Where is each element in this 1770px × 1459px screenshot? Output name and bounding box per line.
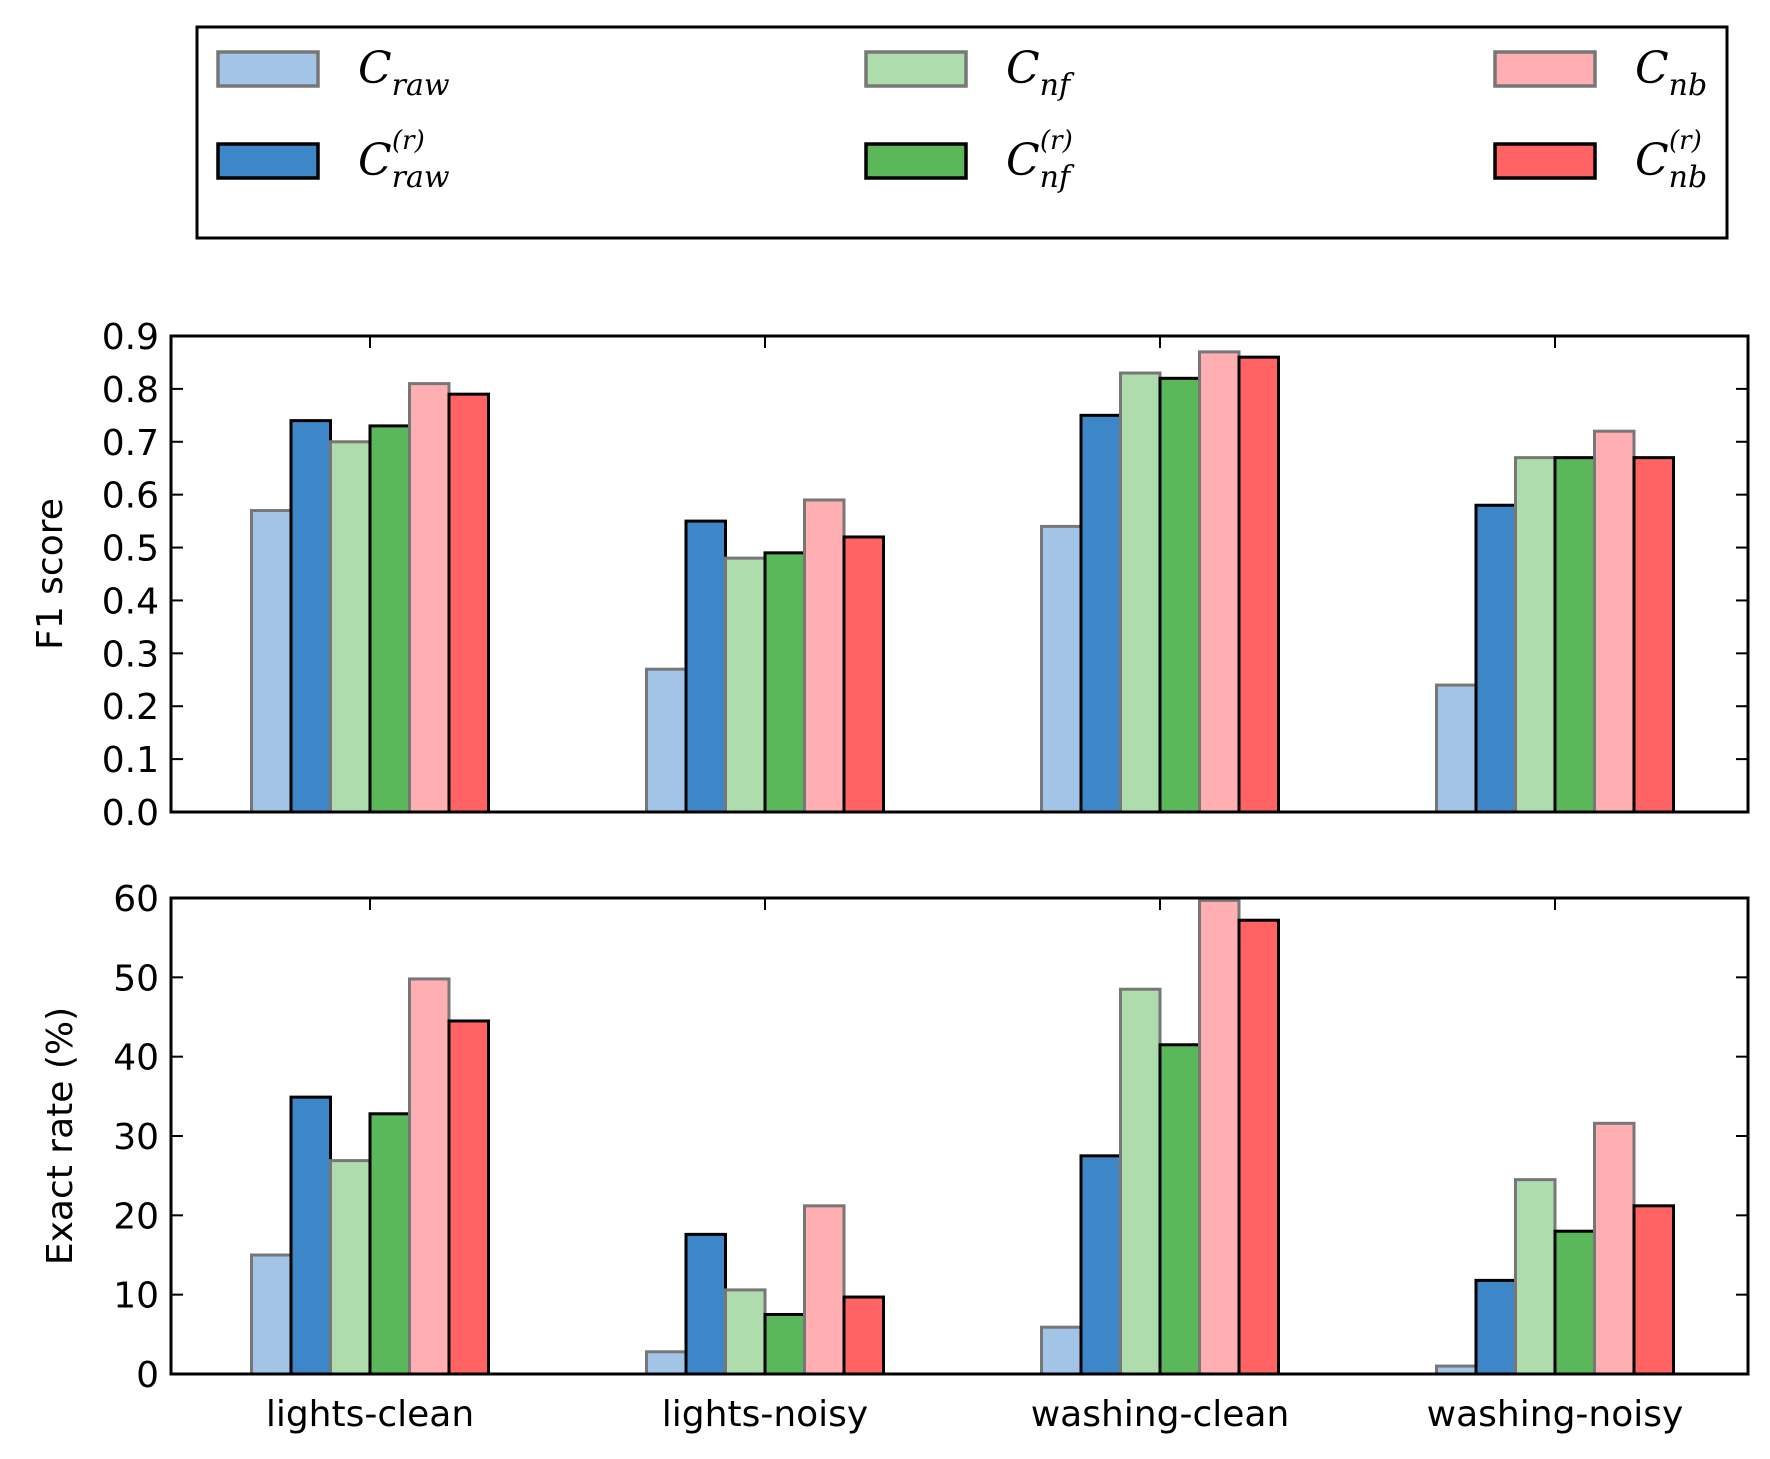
x-tick-label-washing-noisy: washing-noisy — [1427, 1394, 1684, 1435]
bar-nf_r-lights-clean — [368, 424, 411, 814]
bar-nf_r-washing-noisy — [1553, 456, 1596, 814]
bar-raw-washing-noisy — [1435, 683, 1478, 814]
bar-nf_r-lights-clean — [368, 1112, 411, 1376]
legend-swatch-nf — [864, 50, 968, 88]
bar-nb_r-lights-noisy — [842, 1295, 885, 1376]
bar-nf_r-washing-clean — [1158, 1043, 1201, 1376]
x-tick-label-lights-clean: lights-clean — [266, 1394, 474, 1435]
axes-frame — [169, 334, 1750, 814]
bar-raw-lights-noisy — [645, 1350, 688, 1376]
y-tick-label: 0.8 — [102, 370, 159, 411]
bar-nf-washing-clean — [1119, 987, 1162, 1376]
bar-nb-lights-clean — [408, 977, 451, 1376]
legend-swatch-raw — [216, 50, 320, 88]
y-tick-label: 0.5 — [102, 529, 159, 570]
bar-nb_r-washing-noisy — [1632, 456, 1675, 814]
bar-nf-lights-noisy — [724, 556, 767, 814]
bar-nf-lights-clean — [329, 1159, 372, 1376]
bar-nb-lights-noisy — [803, 1204, 846, 1376]
y-axis-title: Exact rate (%) — [40, 1007, 81, 1265]
y-tick-label: 30 — [113, 1117, 159, 1158]
bar-nb_r-washing-clean — [1237, 918, 1280, 1376]
legend-swatch-nf_r — [864, 142, 968, 180]
bar-nf_r-washing-clean — [1158, 376, 1201, 814]
legend-label-raw: Craw — [358, 43, 450, 103]
bar-raw_r-lights-noisy — [684, 519, 727, 814]
f1-score-panel: 0.0 0.1 0.2 0.3 0.4 0.5 0.6 0.7 0.8 0.9 F1 score — [30, 317, 1750, 834]
legend-swatch-nb_r — [1493, 142, 1597, 180]
y-tick-label: 50 — [113, 958, 159, 999]
bar-nf-washing-noisy — [1514, 456, 1557, 814]
bar-nf-washing-clean — [1119, 371, 1162, 814]
y-tick-label: 0.7 — [102, 423, 159, 464]
bar-nb-lights-clean — [408, 382, 451, 814]
bar-raw_r-lights-clean — [289, 1095, 332, 1376]
bar-raw_r-washing-clean — [1079, 1154, 1122, 1376]
bar-nb-washing-noisy — [1593, 429, 1636, 814]
legend-label-raw_r: Craw — [358, 135, 450, 195]
bar-nb-washing-clean — [1198, 898, 1241, 1376]
y-tick-label: 0.6 — [102, 476, 159, 517]
bar-nb-lights-noisy — [803, 498, 846, 814]
exact-rate-panel: 0 10 20 30 40 50 60 lights-clean lights-noisy was… — [40, 879, 1750, 1435]
bar-raw-washing-clean — [1040, 1325, 1083, 1376]
legend-sup-nb_r: (r) — [1669, 126, 1702, 156]
legend-swatch-raw_r — [216, 142, 320, 180]
bar-nb-washing-clean — [1198, 350, 1241, 814]
y-tick-label: 60 — [113, 879, 159, 920]
y-tick-label: 20 — [113, 1196, 159, 1237]
y-tick-label: 0 — [136, 1355, 159, 1396]
bar-nf_r-washing-noisy — [1553, 1229, 1596, 1376]
y-tick-label: 0.9 — [102, 317, 159, 358]
x-tick-label-washing-clean: washing-clean — [1031, 1394, 1290, 1435]
y-tick-label: 0.3 — [102, 634, 159, 675]
y-axis-title: F1 score — [30, 498, 71, 650]
bar-raw_r-lights-clean — [289, 419, 332, 814]
bar-nb_r-lights-clean — [447, 1019, 490, 1376]
legend-label-nf_r: Cnf — [1006, 135, 1075, 195]
bar-nb_r-washing-clean — [1237, 355, 1280, 814]
bar-raw-washing-clean — [1040, 524, 1083, 814]
bar-nf_r-lights-noisy — [763, 1313, 806, 1376]
y-tick-label: 0.1 — [102, 740, 159, 781]
legend-swatch-nb — [1493, 50, 1597, 88]
y-tick-label: 0.4 — [102, 581, 159, 622]
bar-raw_r-washing-noisy — [1474, 503, 1517, 814]
bar-nf_r-lights-noisy — [763, 551, 806, 814]
bar-nf-lights-clean — [329, 440, 372, 814]
y-tick-label: 10 — [113, 1276, 159, 1317]
bar-nf-washing-noisy — [1514, 1178, 1557, 1376]
bar-raw_r-lights-noisy — [684, 1232, 727, 1376]
bar-raw-lights-clean — [250, 1253, 293, 1376]
bar-nb_r-washing-noisy — [1632, 1204, 1675, 1376]
y-tick-label: 0.0 — [102, 793, 159, 834]
bar-nf-lights-noisy — [724, 1288, 767, 1376]
legend-label-nf: Cnf — [1006, 43, 1075, 103]
bar-nb_r-lights-clean — [447, 392, 490, 814]
bar-nb-washing-noisy — [1593, 1121, 1636, 1376]
y-tick-label: 0.2 — [102, 687, 159, 728]
bar-nb_r-lights-noisy — [842, 535, 885, 814]
bar-raw-lights-clean — [250, 509, 293, 814]
legend-label-nb_r: Cnb — [1635, 135, 1707, 195]
legend-sup-raw_r: (r) — [392, 126, 425, 156]
y-tick-label: 40 — [113, 1038, 159, 1079]
bar-raw_r-washing-noisy — [1474, 1278, 1517, 1376]
legend-label-nb: Cnb — [1635, 43, 1707, 103]
legend-sup-nf_r: (r) — [1040, 126, 1073, 156]
bar-raw_r-washing-clean — [1079, 413, 1122, 814]
x-tick-label-lights-noisy: lights-noisy — [662, 1394, 868, 1435]
bar-raw-lights-noisy — [645, 667, 688, 814]
